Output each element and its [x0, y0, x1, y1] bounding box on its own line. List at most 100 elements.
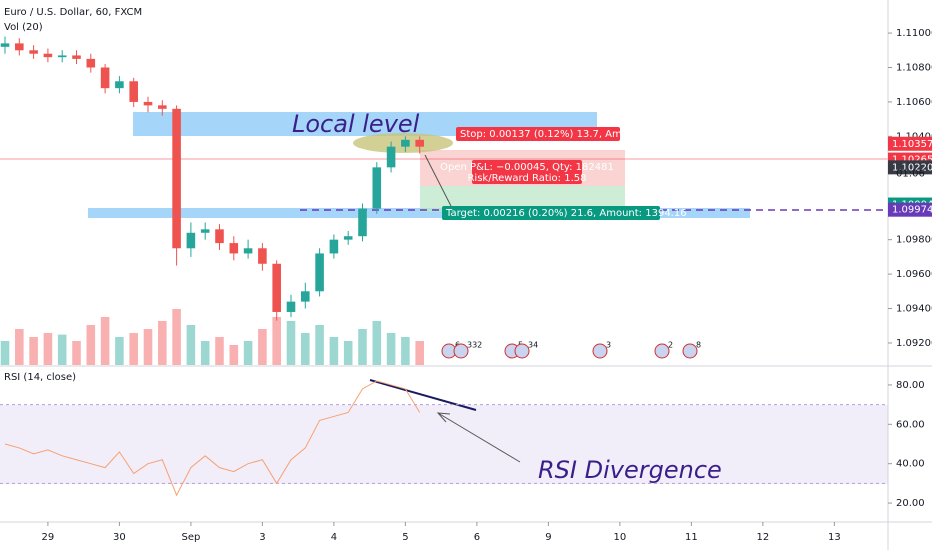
- x-tick-label: 9: [545, 532, 551, 543]
- event-count: 2: [668, 341, 673, 350]
- candle-body: [372, 167, 382, 209]
- volume-bar: [143, 329, 153, 365]
- candle-body: [301, 291, 310, 302]
- candle-body: [86, 58, 96, 68]
- candle-body: [286, 301, 296, 312]
- candle-body: [358, 208, 367, 237]
- volume-bar: [286, 321, 296, 365]
- rsi-tick-label: 60.00: [896, 419, 925, 430]
- candle-body: [186, 232, 196, 249]
- candle-body: [100, 67, 110, 89]
- candle-body: [143, 101, 153, 106]
- candle-body: [401, 139, 410, 147]
- candle-body: [72, 55, 81, 59]
- x-tick-label: 6: [474, 532, 480, 543]
- volume-bar: [229, 345, 239, 365]
- event-count: 34: [528, 341, 538, 350]
- y-tick-label: 1.11000: [896, 28, 932, 39]
- x-tick-label: 3: [259, 532, 265, 543]
- volume-bar: [272, 317, 281, 365]
- rsi-tick-label: 20.00: [896, 498, 925, 509]
- volume-bar: [172, 309, 181, 365]
- candle-body: [343, 236, 353, 240]
- rsi-tick-label: 80.00: [896, 380, 925, 391]
- volume-bar: [343, 341, 353, 365]
- volume-bar: [158, 321, 167, 365]
- candle-body: [57, 55, 67, 58]
- y-tick-label: 1.09400: [896, 304, 932, 315]
- rsi-band: [0, 405, 888, 484]
- volume-bar: [243, 341, 253, 365]
- y-tick-label: 1.09800: [896, 235, 932, 246]
- y-tick-label: 1.10800: [896, 62, 932, 73]
- y-tick-label: 1.09200: [896, 338, 932, 349]
- volume-bar: [301, 333, 310, 365]
- volume-bar: [372, 321, 382, 365]
- y-tick-label: 1.10600: [896, 97, 932, 108]
- volume-bar: [200, 341, 210, 365]
- candle-body: [386, 146, 396, 168]
- candle-body: [243, 248, 253, 254]
- event-count: 8: [696, 341, 701, 350]
- event-icon: [514, 343, 530, 359]
- target-box: [442, 206, 660, 220]
- volume-bar: [386, 333, 396, 365]
- volume-bar: [258, 329, 267, 365]
- event-icon: [453, 343, 469, 359]
- candle-body: [115, 81, 124, 89]
- volume-bar: [329, 337, 339, 365]
- arrow: [424, 154, 453, 209]
- candle-body: [258, 248, 267, 264]
- level-zone: [88, 208, 750, 218]
- event-icon: [654, 343, 670, 359]
- volume-bar: [57, 334, 67, 365]
- volume-bar: [43, 333, 53, 365]
- candle-body: [129, 81, 138, 102]
- arrow: [437, 412, 521, 463]
- volume-bar: [415, 341, 424, 365]
- pnl-box: [472, 160, 582, 184]
- x-tick-label: 5: [402, 532, 408, 543]
- candle-body: [0, 43, 10, 47]
- x-tick-label: 29: [42, 532, 55, 543]
- volume-bar: [129, 333, 138, 365]
- event-icon: [682, 343, 698, 359]
- volume-bar: [401, 337, 410, 365]
- x-tick-label: Sep: [181, 532, 200, 543]
- countdown: 01:06: [896, 169, 925, 180]
- candle-body: [29, 50, 38, 54]
- x-tick-label: 10: [614, 532, 627, 543]
- rr-label: Risk/Reward Ratio: 1.58: [467, 173, 586, 184]
- candle-body: [158, 105, 167, 109]
- volume-bar: [215, 337, 224, 365]
- x-tick-label: 13: [828, 532, 841, 543]
- volume-bar: [0, 341, 10, 365]
- candle-body: [43, 53, 53, 58]
- volume-label: Vol (20): [4, 22, 43, 33]
- volume-bar: [86, 325, 96, 365]
- price-tag-label: 1.10220: [892, 162, 932, 173]
- rsi-label: RSI (14, close): [4, 372, 76, 383]
- x-tick-label: 11: [685, 532, 698, 543]
- volume-bar: [72, 341, 81, 365]
- price-tag-label: 1.10357: [892, 139, 932, 150]
- arrow-head: [436, 412, 451, 423]
- rsi-tick-label: 40.00: [896, 459, 925, 470]
- candle-body: [329, 239, 339, 254]
- candle-body: [172, 108, 181, 249]
- rsi-line: [4, 380, 421, 497]
- stop-label: Stop: 0.00137 (0.12%) 13.7, Amount: 750: [460, 129, 670, 140]
- annotation: Local level: [292, 110, 420, 138]
- y-tick-label: 1.09600: [896, 269, 932, 280]
- volume-bar: [315, 325, 324, 365]
- volume-bar: [186, 325, 196, 365]
- target-label: Target: 0.00216 (0.20%) 21.6, Amount: 13…: [445, 208, 687, 219]
- pnl-label: Open P&L: −0.00045, Qty: 182481: [440, 162, 614, 173]
- x-tick-label: 12: [757, 532, 770, 543]
- volume-bar: [100, 317, 110, 365]
- x-tick-label: 4: [331, 532, 337, 543]
- event-count: 332: [467, 341, 482, 350]
- x-tick-label: 30: [113, 532, 126, 543]
- price-tag-label: 1.09974: [892, 205, 932, 216]
- price-tag: [888, 160, 932, 175]
